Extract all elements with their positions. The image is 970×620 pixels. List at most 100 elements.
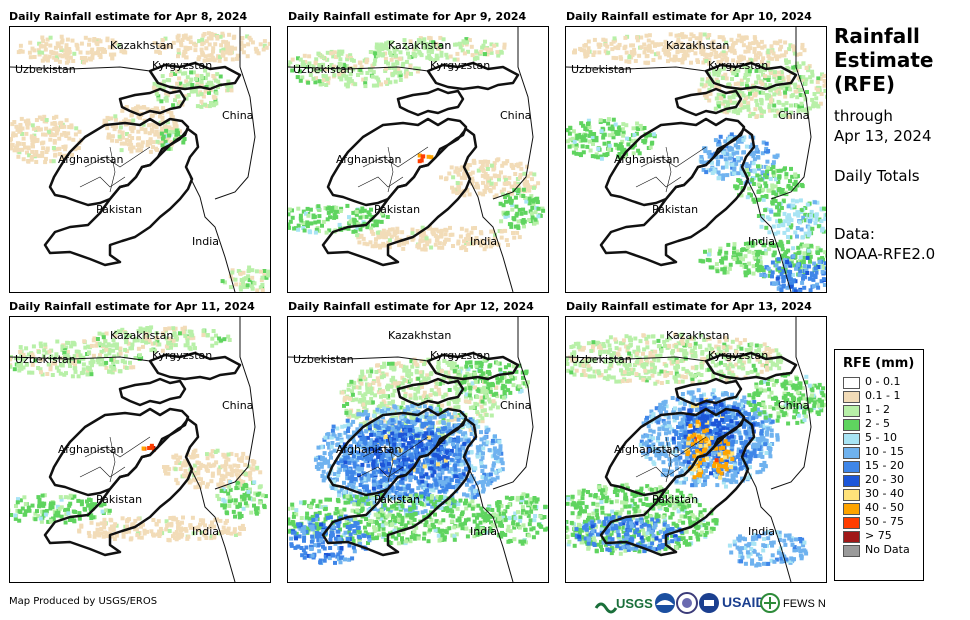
legend-swatch [843, 489, 860, 501]
legend-label: 40 - 50 [865, 501, 904, 514]
tajikistan-border [120, 379, 185, 405]
legend-item: 30 - 40 [841, 487, 923, 501]
legend-item: 0 - 0.1 [841, 375, 923, 389]
data-label: Data: [834, 224, 964, 244]
usgs-text: USGS [616, 596, 653, 611]
afghanistan-label: Afghanistan [58, 153, 123, 166]
legend-label: 5 - 10 [865, 431, 897, 444]
kazakhstan-label: Kazakhstan [388, 39, 451, 52]
legend-item: 40 - 50 [841, 501, 923, 515]
kazakhstan-label: Kazakhstan [666, 329, 729, 342]
afghanistan-label: Afghanistan [614, 153, 679, 166]
afghanistan-label: Afghanistan [336, 443, 401, 456]
title-line-1: Rainfall [834, 24, 964, 48]
dos-seal-logo [677, 593, 697, 613]
legend-label: > 75 [865, 529, 892, 542]
kyrgyzstan-label: Kyrgyzstan [152, 349, 212, 362]
legend-label: 0 - 0.1 [865, 375, 900, 388]
pakistan-label: Pakistan [96, 493, 142, 506]
legend-label: No Data [865, 543, 910, 556]
india-label: India [470, 235, 497, 248]
rainfall-map-panel-2: Kazakhstan Uzbekistan Kyrgyzstan China Afgha… [287, 26, 549, 293]
usgs-logo: USGS [596, 596, 653, 612]
uzbekistan-label: Uzbekistan [293, 63, 354, 76]
daily-totals-label: Daily Totals [834, 166, 964, 186]
kyrgyzstan-label: Kyrgyzstan [708, 59, 768, 72]
legend-label: 30 - 40 [865, 487, 904, 500]
legend-label: 15 - 20 [865, 459, 904, 472]
kazakhstan-label: Kazakhstan [388, 329, 451, 342]
rainfall-map-panel-4: Kazakhstan Uzbekistan Kyrgyzstan China Afgha… [9, 316, 271, 583]
legend-swatch [843, 433, 860, 445]
legend-title: RFE (mm) [843, 356, 923, 371]
uzbekistan-label: Uzbekistan [15, 63, 76, 76]
panel-title-3: Daily Rainfall estimate for Apr 10, 2024 [566, 10, 812, 23]
afghanistan-label: Afghanistan [336, 153, 401, 166]
map-info-sidebar: Rainfall Estimate (RFE) through Apr 13, … [834, 24, 964, 264]
legend-swatch [843, 503, 860, 515]
uzbekistan-label: Uzbekistan [15, 353, 76, 366]
afghanistan-label: Afghanistan [614, 443, 679, 456]
legend-swatch [843, 377, 860, 389]
pakistan-label: Pakistan [652, 493, 698, 506]
legend-swatch [843, 447, 860, 459]
legend-item: 2 - 5 [841, 417, 923, 431]
title-line-3: (RFE) [834, 72, 964, 96]
legend-item: > 75 [841, 529, 923, 543]
legend-swatch [843, 419, 860, 431]
legend-swatch [843, 391, 860, 403]
data-source: NOAA-RFE2.0 [834, 244, 964, 264]
india-label: India [748, 525, 775, 538]
afghanistan-label: Afghanistan [58, 443, 123, 456]
legend-label: 20 - 30 [865, 473, 904, 486]
legend-swatch [843, 545, 860, 557]
india-label: India [470, 525, 497, 538]
legend-label: 2 - 5 [865, 417, 890, 430]
kazakhstan-label: Kazakhstan [110, 329, 173, 342]
through-label: through [834, 106, 964, 126]
china-label: China [778, 109, 809, 122]
legend-item: 5 - 10 [841, 431, 923, 445]
province-lines [636, 177, 681, 187]
china-label: China [500, 399, 531, 412]
legend-swatch [843, 475, 860, 487]
panel-title-1: Daily Rainfall estimate for Apr 8, 2024 [9, 10, 247, 23]
pakistan-label: Pakistan [374, 493, 420, 506]
panel-title-4: Daily Rainfall estimate for Apr 11, 2024 [9, 300, 255, 313]
uzbekistan-label: Uzbekistan [571, 353, 632, 366]
partner-logos: USGS USAID FEWS NET [594, 590, 826, 614]
kyrgyzstan-label: Kyrgyzstan [430, 349, 490, 362]
legend-swatch [843, 531, 860, 543]
producer-credit: Map Produced by USGS/EROS [9, 596, 157, 607]
legend-item: 20 - 30 [841, 473, 923, 487]
china-label: China [778, 399, 809, 412]
kyrgyzstan-label: Kyrgyzstan [152, 59, 212, 72]
usaid-logo: USAID [699, 593, 766, 613]
legend-item: No Data [841, 543, 923, 557]
fewsnet-logo: FEWS NET [761, 594, 826, 612]
india-label: India [748, 235, 775, 248]
province-lines [80, 467, 125, 477]
pakistan-label: Pakistan [96, 203, 142, 216]
legend-item: 1 - 2 [841, 403, 923, 417]
legend-label: 1 - 2 [865, 403, 890, 416]
china-label: China [500, 109, 531, 122]
rainfall-field [566, 333, 826, 568]
pakistan-label: Pakistan [652, 203, 698, 216]
kyrgyzstan-label: Kyrgyzstan [430, 59, 490, 72]
legend-swatch [843, 461, 860, 473]
uzbekistan-label: Uzbekistan [571, 63, 632, 76]
legend-label: 0.1 - 1 [865, 389, 900, 402]
usaid-text: USAID [722, 594, 766, 610]
province-lines [80, 177, 125, 187]
title-line-2: Estimate [834, 48, 964, 72]
legend-label: 50 - 75 [865, 515, 904, 528]
china-label: China [222, 399, 253, 412]
panel-title-5: Daily Rainfall estimate for Apr 12, 2024 [288, 300, 534, 313]
pakistan-label: Pakistan [374, 203, 420, 216]
